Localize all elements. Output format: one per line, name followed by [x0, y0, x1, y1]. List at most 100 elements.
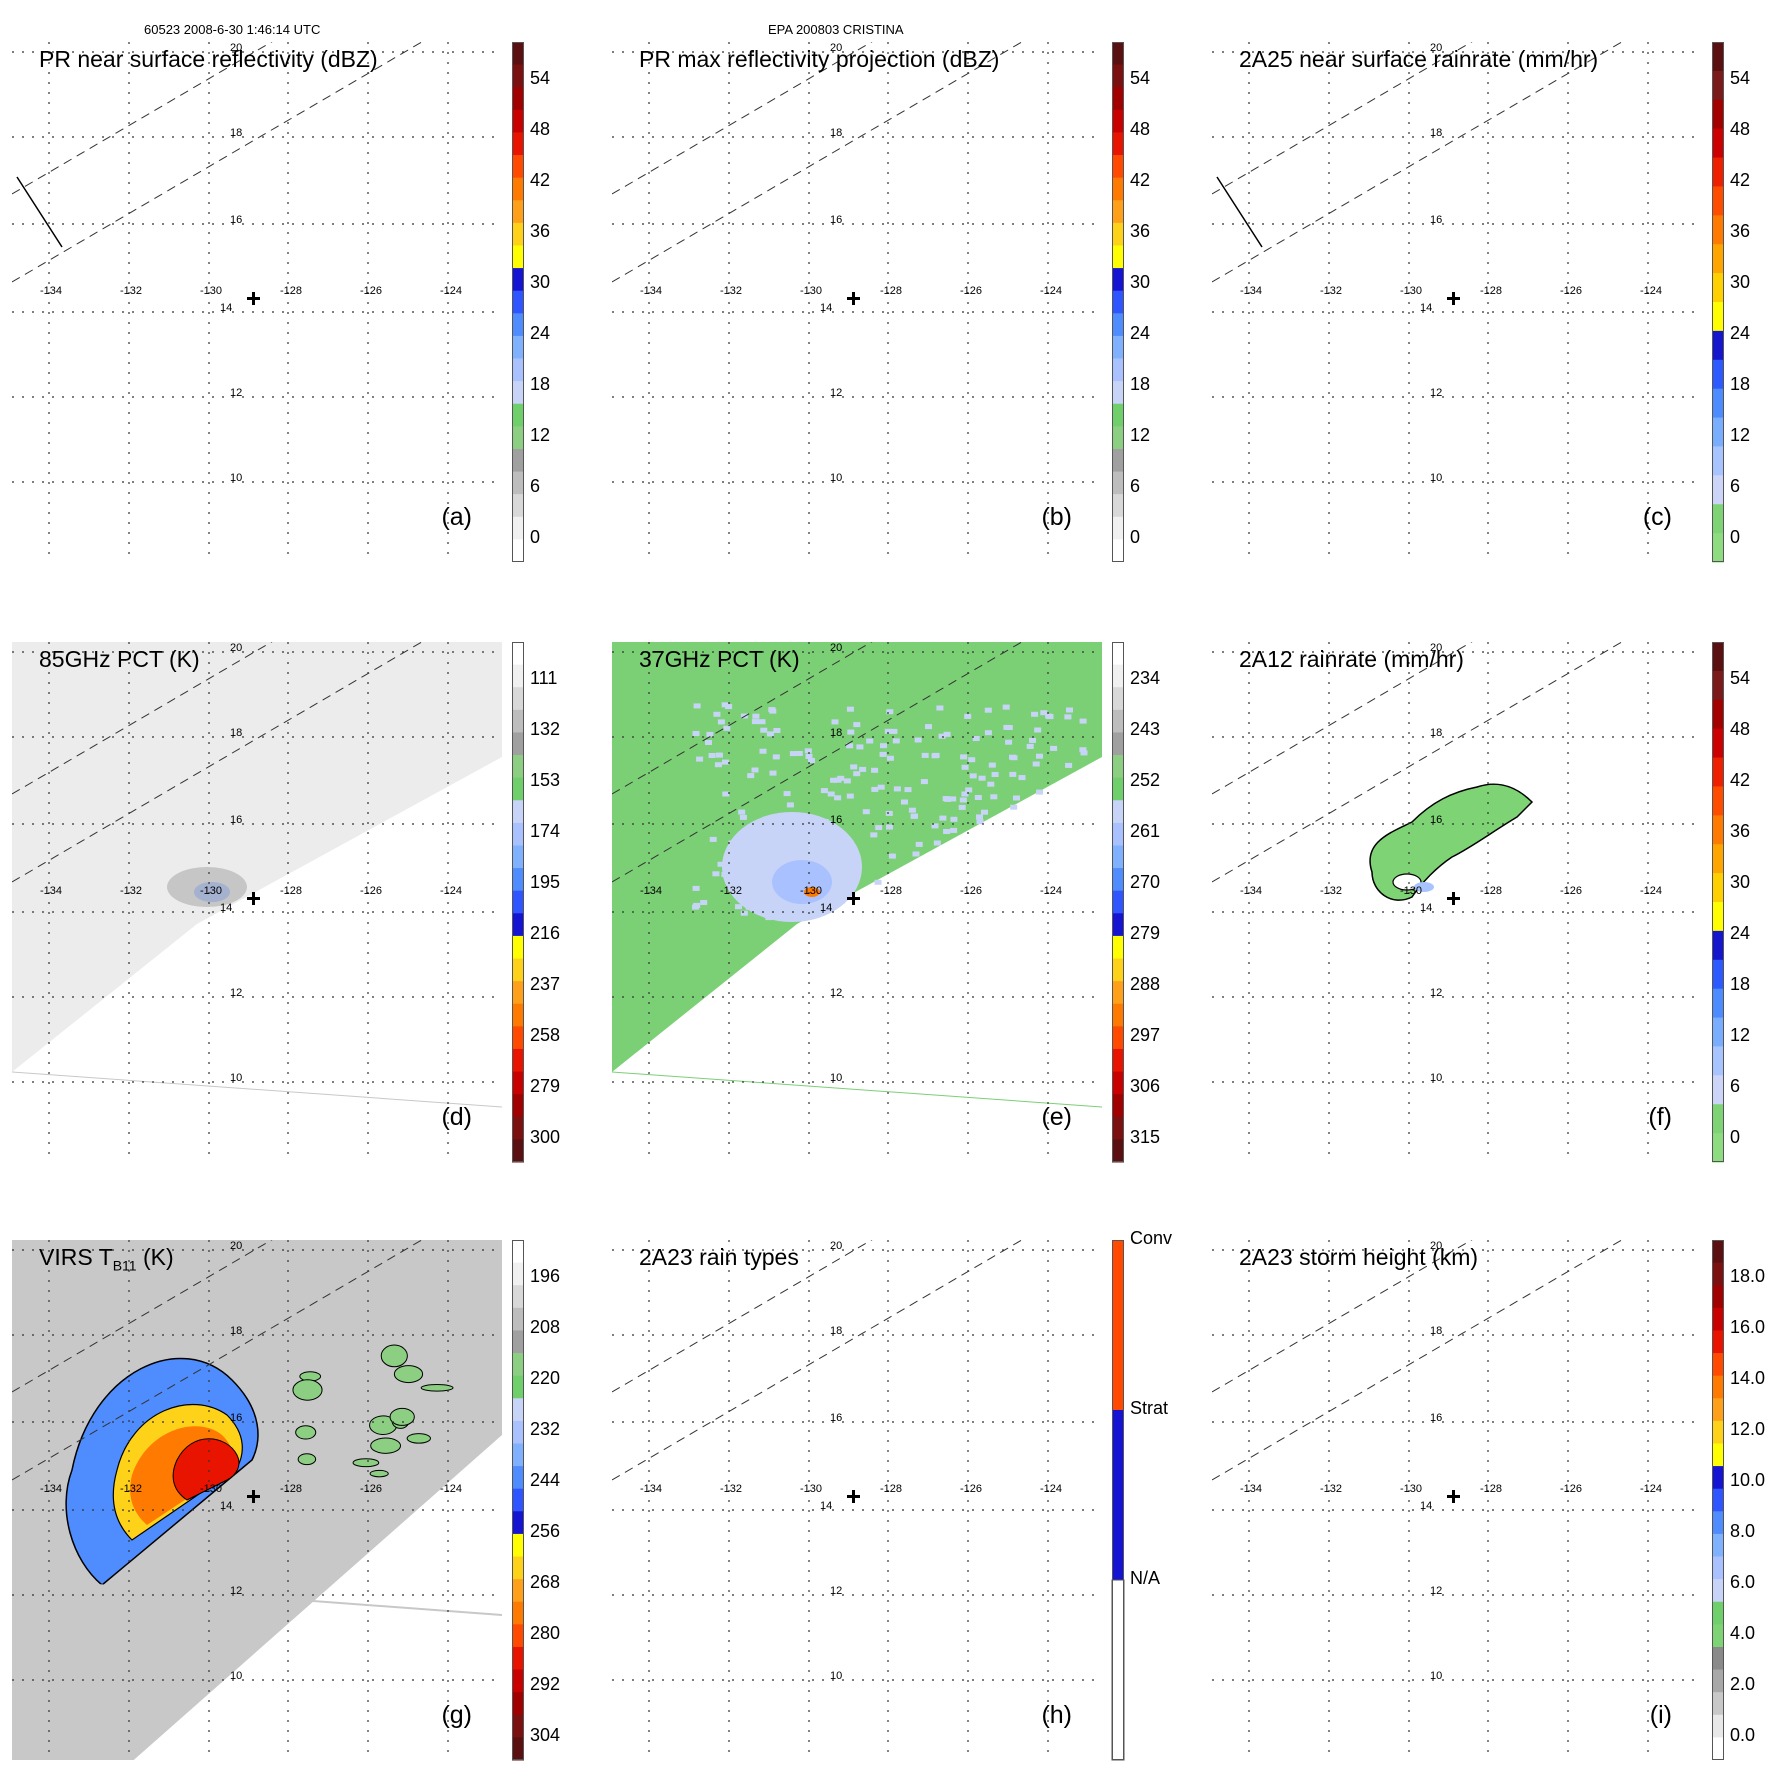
cbar-segment: [1112, 539, 1124, 563]
panel-c: [1212, 42, 1724, 563]
pr-swath-edge: [612, 642, 1023, 883]
pr-swath-edge: [12, 642, 273, 795]
tb-pixel: [871, 767, 879, 773]
colorbar-tick-label: 12.0: [1730, 1419, 1766, 1439]
tb-pixel: [914, 737, 922, 743]
lon-label: -134: [40, 885, 63, 897]
cbar-segment: [1712, 417, 1724, 447]
panel-text-f: 2A12 rainrate (mm/hr) (f) -134 -132 -130 -128…: [1212, 642, 1750, 1162]
tb-pixel: [1036, 753, 1043, 759]
tb-pixel: [871, 786, 879, 792]
tb-pixel: [959, 797, 967, 803]
panel-title-text: 85GHz PCT (K): [39, 646, 200, 672]
lat-label: 14: [1420, 302, 1433, 314]
cbar-segment: [1712, 670, 1724, 701]
colorbar-tick-label: 12: [530, 425, 551, 445]
lon-label: -134: [640, 885, 663, 897]
colorbar-tick-label: 297: [1130, 1025, 1161, 1045]
cbar-segment: [1112, 109, 1124, 133]
cbar-segment: [1112, 800, 1124, 824]
cbar-segment: [1112, 358, 1124, 382]
cbar-segment: [512, 709, 524, 733]
storm-center-marker: [847, 1490, 860, 1503]
colorbar-tick-label: 18: [1730, 974, 1751, 994]
tb-pixel: [722, 791, 730, 797]
lon-label: -128: [280, 285, 303, 297]
tb-pixel: [740, 910, 748, 916]
lat-label: 10: [1430, 1670, 1443, 1682]
cbar-segment: [1112, 494, 1124, 518]
cbar-segment: [512, 1556, 524, 1580]
panel-title-text: 2A25 near surface rainrate (mm/hr): [1239, 46, 1599, 72]
tb-pixel: [976, 819, 984, 825]
cbar-segment: [1712, 1133, 1724, 1163]
cbar-segment: [512, 1048, 524, 1073]
lon-label: -124: [1040, 1483, 1063, 1495]
colorbar-tick-label: N/A: [1130, 1568, 1161, 1588]
tb-pixel: [843, 778, 851, 784]
lat-label: 20: [830, 642, 843, 654]
cbar-segment: [1712, 504, 1724, 534]
cbar-segment: [1712, 988, 1724, 1019]
lon-label: -124: [440, 285, 463, 297]
cbar-segment: [1712, 1420, 1724, 1444]
colorbar-tick-label: 0.0: [1730, 1725, 1756, 1745]
lon-label: -134: [640, 285, 663, 297]
lat-label: 18: [1430, 127, 1443, 139]
tb-pixel: [747, 773, 755, 779]
cbar-segment: [1712, 1307, 1724, 1331]
panel-title: 37GHz PCT (K): [639, 646, 800, 673]
pr-swath-edge: [612, 1240, 1023, 1481]
colorbar-tick-label: 18.0: [1730, 1266, 1766, 1286]
lon-label: -126: [360, 885, 383, 897]
cbar-segment: [1112, 755, 1124, 779]
cloud-patch: [297, 1453, 317, 1466]
cbar-segment: [1112, 64, 1124, 88]
tb-pixel: [692, 731, 700, 736]
colorbar-tick-label: 6: [1730, 1076, 1741, 1096]
storm-center-marker: [247, 1490, 260, 1503]
lon-label: -130: [1400, 885, 1423, 897]
colorbar-tick-label: 195: [530, 872, 561, 892]
tb-pixel: [921, 752, 929, 758]
lat-label: 16: [230, 1412, 243, 1424]
cbar-segment: [1712, 1714, 1724, 1738]
cbar-segment: [512, 358, 524, 382]
lon-label: -130: [800, 885, 823, 897]
tb-pixel: [1036, 789, 1044, 795]
cbar-segment: [512, 335, 524, 360]
cbar-segment: [512, 381, 524, 405]
cbar-segment: [1712, 1624, 1724, 1648]
lon-label: -130: [200, 885, 223, 897]
colorbar: [1112, 1240, 1124, 1760]
cbar-segment: [1112, 403, 1124, 427]
panel-letter: (c): [1642, 503, 1672, 531]
cbar-segment: [1112, 687, 1124, 711]
panel-text-a: PR near surface reflectivity (dBZ) (a) -13…: [12, 42, 550, 562]
tb-pixel: [859, 766, 867, 772]
cbar-segment: [1712, 330, 1724, 361]
lon-label: -132: [120, 1483, 143, 1495]
cbar-segment: [1112, 890, 1124, 914]
cbar-segment: [1712, 1075, 1724, 1105]
cbar-segment: [512, 1094, 524, 1118]
lon-label: -134: [40, 1483, 63, 1495]
pr-swath-edge: [612, 1240, 873, 1393]
tb-pixel: [939, 815, 947, 821]
cbar-segment: [1712, 757, 1724, 787]
panel-g: [12, 1240, 524, 1761]
swath-fill: [12, 642, 502, 1072]
lon-label: -128: [280, 885, 303, 897]
tb-pixel: [759, 748, 767, 754]
tb-pixel: [884, 728, 892, 734]
cbar-segment: [1712, 533, 1724, 563]
colorbar-tick-label: 12: [1130, 425, 1151, 445]
cbar-segment: [1112, 268, 1124, 292]
panel-letter: (e): [1041, 1103, 1072, 1131]
tb-pixel: [751, 719, 759, 725]
cbar-segment: [512, 687, 524, 711]
colorbar-tick-label: 12: [1730, 425, 1751, 445]
lat-label: 14: [220, 902, 233, 914]
colorbar-tick-label: 288: [1130, 974, 1161, 994]
